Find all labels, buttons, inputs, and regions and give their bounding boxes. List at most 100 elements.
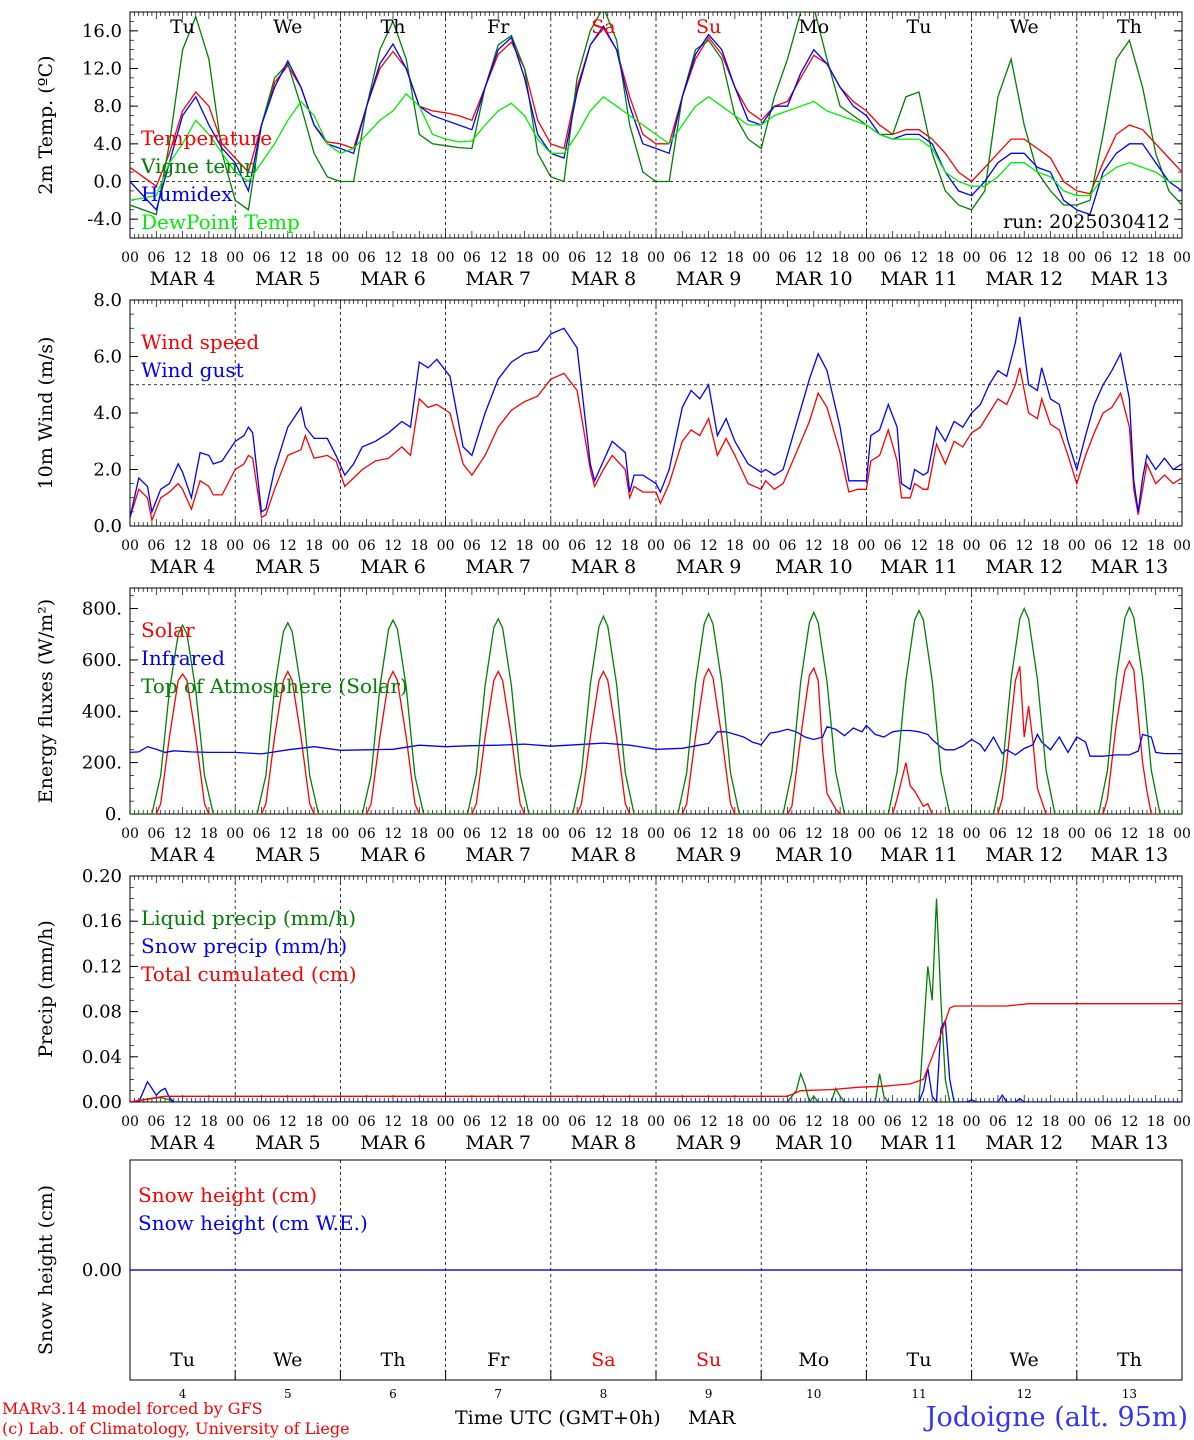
hour-tick-label: 00 — [437, 538, 455, 554]
y-tick-label: 6.0 — [93, 347, 122, 368]
date-number: 8 — [600, 1387, 608, 1401]
legend-entry: Solar — [141, 618, 195, 642]
hour-tick-label: 12 — [279, 1114, 297, 1130]
date-number: 5 — [284, 1387, 292, 1401]
hour-tick-label: 18 — [726, 826, 744, 842]
hour-tick-label: 18 — [1147, 538, 1165, 554]
series-line-vigne-temp — [130, 12, 1182, 216]
hour-tick-label: 18 — [410, 538, 428, 554]
hour-tick-label: 12 — [700, 1114, 718, 1130]
hour-tick-label: 06 — [779, 538, 797, 554]
hour-tick-label: 00 — [331, 1114, 349, 1130]
hour-tick-label: 12 — [174, 250, 192, 266]
date-label: MAR 12 — [985, 1132, 1063, 1154]
y-tick-label: 8.0 — [93, 290, 122, 311]
date-number: 6 — [389, 1387, 397, 1401]
series-line-wind-gust — [130, 316, 1182, 518]
day-name-bottom: We — [273, 1349, 302, 1371]
x-axis-label: Time UTC (GMT+0h) — [455, 1407, 661, 1429]
day-name-bottom: Mo — [798, 1349, 829, 1371]
hour-tick-label: 06 — [463, 826, 481, 842]
hour-tick-label: 00 — [331, 250, 349, 266]
y-tick-label: 800. — [82, 599, 122, 620]
y-tick-label: 0. — [105, 804, 122, 825]
series-line-top-of-atmosphere-solar- — [130, 605, 1182, 814]
hour-tick-label: 12 — [910, 250, 928, 266]
y-tick-label: 4.0 — [93, 134, 122, 155]
hour-tick-label: 18 — [621, 826, 639, 842]
hour-tick-label: 18 — [1147, 1114, 1165, 1130]
day-name-bottom: Su — [696, 1349, 721, 1371]
hour-tick-label: 00 — [437, 1114, 455, 1130]
hour-tick-label: 12 — [805, 538, 823, 554]
hour-tick-label: 06 — [989, 250, 1007, 266]
hour-tick-label: 00 — [647, 826, 665, 842]
hour-tick-label: 00 — [1068, 538, 1086, 554]
date-label: MAR 6 — [360, 844, 426, 866]
hour-tick-label: 06 — [673, 538, 691, 554]
panel-1: -4.0 0.0 4.0 8.0 12.0 16.0 2m Temp. (ºC) Temper… — [35, 11, 1191, 290]
hour-tick-label: 18 — [305, 538, 323, 554]
series-line-wind-speed — [130, 367, 1182, 523]
date-label: MAR 6 — [360, 1132, 426, 1154]
hour-tick-label: 18 — [1147, 250, 1165, 266]
hour-tick-label: 12 — [384, 538, 402, 554]
hour-tick-label: 18 — [936, 538, 954, 554]
date-number: 4 — [179, 1387, 187, 1401]
y-tick-label: 0.0 — [93, 516, 122, 537]
hour-tick-label: 18 — [305, 826, 323, 842]
day-name: We — [1010, 16, 1039, 38]
legend-entry: Humidex — [141, 182, 233, 206]
hour-tick-label: 00 — [437, 250, 455, 266]
y-tick-label: 400. — [82, 701, 122, 722]
date-label: MAR 6 — [360, 556, 426, 578]
hour-tick-label: 12 — [174, 1114, 192, 1130]
date-label: MAR 10 — [775, 844, 853, 866]
y-tick-label: 0.00 — [82, 1260, 122, 1281]
hour-tick-label: 00 — [226, 1114, 244, 1130]
hour-tick-label: 18 — [831, 826, 849, 842]
hour-tick-label: 12 — [1120, 1114, 1138, 1130]
series-group — [130, 12, 1182, 216]
date-label: MAR 8 — [571, 844, 637, 866]
day-name: Tu — [907, 16, 932, 38]
hour-tick-label: 00 — [857, 826, 875, 842]
hour-tick-label: 12 — [489, 250, 507, 266]
date-label: MAR 13 — [1091, 1132, 1169, 1154]
hour-tick-label: 18 — [1042, 250, 1060, 266]
day-name: Tu — [170, 16, 195, 38]
hour-tick-label: 00 — [437, 826, 455, 842]
hour-tick-label: 06 — [1094, 538, 1112, 554]
hour-tick-label: 18 — [936, 250, 954, 266]
y-axis-label: Snow height (cm) — [35, 1185, 57, 1355]
hour-tick-label: 00 — [1068, 1114, 1086, 1130]
y-tick-label: 0.12 — [82, 956, 122, 977]
series-line-solar — [130, 659, 1182, 814]
series-group — [130, 316, 1182, 523]
hour-tick-label: 06 — [463, 1114, 481, 1130]
footer-model: MARv3.14 model forced by GFS — [2, 1399, 263, 1418]
hour-tick-label: 18 — [410, 250, 428, 266]
hour-tick-label: 12 — [594, 1114, 612, 1130]
hour-tick-label: 12 — [489, 826, 507, 842]
hour-tick-label: 12 — [1015, 538, 1033, 554]
run-annotation: run: 2025030412 — [1003, 211, 1170, 233]
hour-tick-label: 12 — [910, 538, 928, 554]
date-label: MAR 11 — [880, 844, 958, 866]
hour-tick-label: 00 — [1068, 250, 1086, 266]
hour-tick-label: 06 — [358, 1114, 376, 1130]
hour-tick-label: 00 — [752, 1114, 770, 1130]
location-title: Jodoigne (alt. 95m) — [923, 1402, 1188, 1433]
hour-tick-label: 12 — [1015, 826, 1033, 842]
date-label: MAR 7 — [465, 556, 531, 578]
legend-entry: Snow precip (mm/h) — [141, 934, 347, 958]
hour-tick-label: 00 — [963, 1114, 981, 1130]
date-label: MAR 5 — [255, 844, 321, 866]
hour-tick-label: 12 — [805, 826, 823, 842]
series-group — [130, 898, 1182, 1102]
hour-tick-label: 00 — [226, 538, 244, 554]
hour-tick-label: 18 — [305, 250, 323, 266]
panel-3: 0. 200. 400. 600. 800. Energy fluxes (W/m²) So… — [35, 587, 1191, 866]
hour-tick-label: 06 — [568, 1114, 586, 1130]
panel-5: 0.00 Snow height (cm) Snow height (cm) Snow… — [35, 1159, 1183, 1401]
